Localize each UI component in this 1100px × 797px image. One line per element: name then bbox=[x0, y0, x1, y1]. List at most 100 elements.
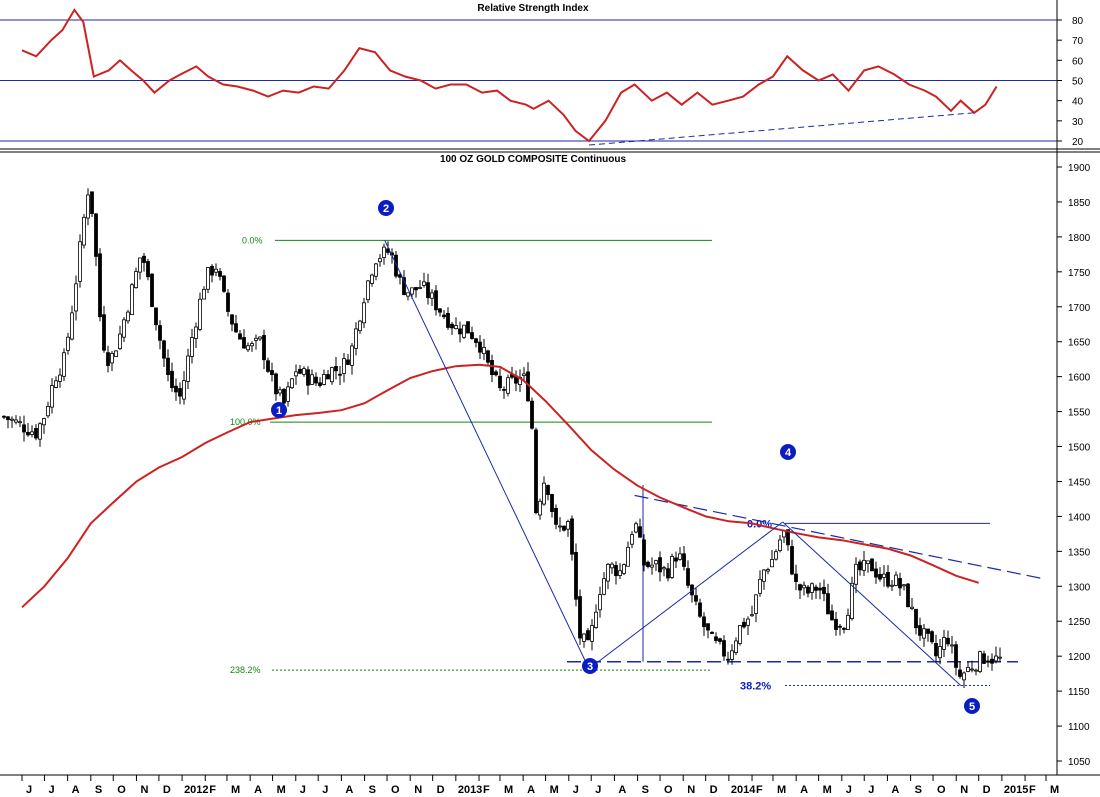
candle-up bbox=[422, 281, 426, 286]
candle-down bbox=[274, 373, 278, 395]
candle-down bbox=[298, 368, 302, 374]
price-tick-label: 1650 bbox=[1068, 338, 1091, 349]
candle-up bbox=[290, 378, 294, 389]
rsi-tick-label: 80 bbox=[1072, 16, 1084, 27]
candle-down bbox=[830, 610, 834, 621]
wave-label-3: 3 bbox=[587, 661, 593, 673]
candle-up bbox=[758, 578, 762, 594]
candle-down bbox=[814, 586, 818, 591]
x-tick-label: A bbox=[891, 784, 899, 796]
candle-up bbox=[626, 546, 630, 567]
candle-down bbox=[794, 573, 798, 582]
candle-up bbox=[902, 584, 906, 587]
candle-up bbox=[186, 355, 190, 382]
candle-down bbox=[530, 400, 534, 429]
x-tick-label: J bbox=[573, 784, 579, 796]
candle-down bbox=[442, 314, 446, 318]
candle-down bbox=[498, 375, 502, 389]
candle-up bbox=[430, 292, 434, 299]
price-panel: 100 OZ GOLD COMPOSITE Continuous 1050110… bbox=[2, 154, 1091, 768]
candle-down bbox=[238, 333, 242, 340]
x-tick-label: O bbox=[664, 784, 673, 796]
candle-up bbox=[38, 423, 42, 440]
candle-up bbox=[74, 283, 78, 312]
candle-down bbox=[642, 539, 646, 566]
candle-down bbox=[218, 271, 222, 277]
candle-up bbox=[598, 594, 602, 611]
candle-up bbox=[86, 194, 90, 219]
price-tick-label: 1350 bbox=[1068, 547, 1091, 558]
x-tick-label: 2012 bbox=[184, 784, 208, 796]
candle-down bbox=[818, 587, 822, 591]
candle-down bbox=[314, 376, 318, 384]
candle-down bbox=[242, 337, 246, 349]
price-tick-label: 1150 bbox=[1068, 687, 1090, 698]
x-tick-label: M bbox=[777, 784, 786, 796]
fib-blue-label-38: 38.2% bbox=[740, 681, 771, 693]
candle-up bbox=[862, 559, 866, 571]
x-tick-label: M bbox=[550, 784, 559, 796]
candle-up bbox=[630, 534, 634, 545]
wave-line bbox=[782, 521, 962, 686]
candle-up bbox=[482, 347, 486, 354]
x-tick-label: J bbox=[300, 784, 306, 796]
candle-up bbox=[406, 292, 410, 297]
candle-down bbox=[502, 389, 506, 391]
candle-up bbox=[54, 380, 58, 388]
candle-up bbox=[382, 246, 386, 258]
price-tick-label: 1700 bbox=[1068, 303, 1091, 314]
moving-average-line bbox=[21, 363, 979, 609]
candle-up bbox=[370, 274, 374, 284]
candle-down bbox=[338, 373, 342, 376]
x-tick-label: S bbox=[95, 784, 102, 796]
candle-up bbox=[182, 380, 186, 400]
candle-up bbox=[966, 666, 970, 672]
candle-down bbox=[166, 357, 170, 375]
candle-up bbox=[126, 311, 130, 322]
candle-down bbox=[6, 416, 10, 421]
x-tick-label: 2015 bbox=[1004, 784, 1028, 796]
candle-down bbox=[930, 631, 934, 643]
candle-down bbox=[874, 568, 878, 578]
price-tick-label: 1300 bbox=[1068, 582, 1091, 593]
price-tick-label: 1200 bbox=[1068, 652, 1091, 663]
candle-up bbox=[358, 320, 362, 332]
candle-up bbox=[522, 373, 526, 377]
x-tick-label: F bbox=[1029, 784, 1036, 796]
candle-down bbox=[154, 307, 158, 326]
candle-up bbox=[78, 241, 82, 282]
x-tick-label: O bbox=[117, 784, 126, 796]
rsi-panel: Relative Strength Index 20 30 40 50 60 70 80 bbox=[0, 3, 1084, 148]
candle-down bbox=[562, 525, 566, 531]
candle-up bbox=[970, 668, 974, 671]
candle-up bbox=[366, 280, 370, 301]
candle-up bbox=[202, 288, 206, 300]
candle-down bbox=[726, 658, 730, 661]
candle-down bbox=[210, 265, 214, 276]
x-tick-label: A bbox=[527, 784, 535, 796]
x-tick-label: S bbox=[915, 784, 922, 796]
x-tick-label: S bbox=[642, 784, 649, 796]
candle-up bbox=[974, 669, 978, 672]
candle-down bbox=[222, 275, 226, 292]
x-tick-label: J bbox=[846, 784, 852, 796]
candle-up bbox=[286, 386, 290, 402]
candle-up bbox=[730, 650, 734, 660]
x-tick-label: 2014 bbox=[731, 784, 756, 796]
candle-down bbox=[986, 660, 990, 663]
candle-down bbox=[870, 558, 874, 572]
candle-up bbox=[130, 284, 134, 316]
candle-up bbox=[190, 337, 194, 357]
candle-up bbox=[594, 611, 598, 628]
candle-up bbox=[942, 637, 946, 650]
candle-down bbox=[614, 565, 618, 577]
candle-down bbox=[926, 628, 930, 634]
candle-down bbox=[742, 621, 746, 628]
candle-up bbox=[766, 569, 770, 572]
candle-down bbox=[2, 415, 6, 418]
candle-down bbox=[346, 359, 350, 365]
candle-down bbox=[282, 388, 286, 404]
candle-down bbox=[162, 340, 166, 359]
candle-up bbox=[66, 336, 70, 351]
candle-up bbox=[14, 419, 18, 423]
